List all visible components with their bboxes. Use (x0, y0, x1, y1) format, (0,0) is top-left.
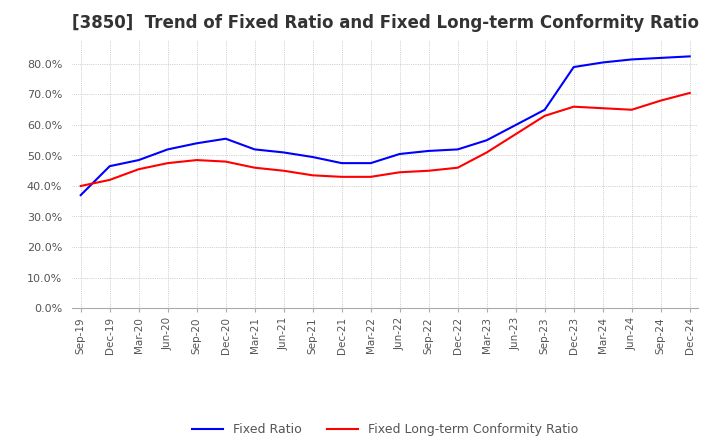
Fixed Ratio (192, 141, 201, 146)
Fixed Ratio (163, 147, 172, 152)
Fixed Long-term Conformity Ratio (135, 167, 143, 172)
Fixed Long-term Conformity Ratio (279, 168, 288, 173)
Title: [3850]  Trend of Fixed Ratio and Fixed Long-term Conformity Ratio: [3850] Trend of Fixed Ratio and Fixed Lo… (72, 15, 698, 33)
Fixed Long-term Conformity Ratio (366, 174, 375, 180)
Fixed Long-term Conformity Ratio (424, 168, 433, 173)
Fixed Long-term Conformity Ratio (105, 177, 114, 183)
Fixed Ratio (338, 161, 346, 166)
Fixed Ratio (657, 55, 665, 61)
Fixed Ratio (279, 150, 288, 155)
Fixed Ratio (685, 54, 694, 59)
Fixed Long-term Conformity Ratio (454, 165, 462, 170)
Fixed Long-term Conformity Ratio (76, 183, 85, 189)
Fixed Ratio (395, 151, 404, 157)
Fixed Long-term Conformity Ratio (482, 150, 491, 155)
Fixed Long-term Conformity Ratio (570, 104, 578, 109)
Fixed Long-term Conformity Ratio (308, 172, 317, 178)
Fixed Long-term Conformity Ratio (251, 165, 259, 170)
Fixed Ratio (627, 57, 636, 62)
Fixed Long-term Conformity Ratio (598, 106, 607, 111)
Fixed Ratio (598, 60, 607, 65)
Line: Fixed Long-term Conformity Ratio: Fixed Long-term Conformity Ratio (81, 93, 690, 186)
Fixed Ratio (251, 147, 259, 152)
Fixed Long-term Conformity Ratio (541, 113, 549, 118)
Fixed Ratio (308, 154, 317, 160)
Fixed Long-term Conformity Ratio (221, 159, 230, 164)
Fixed Long-term Conformity Ratio (395, 170, 404, 175)
Fixed Ratio (135, 158, 143, 163)
Fixed Ratio (105, 164, 114, 169)
Fixed Long-term Conformity Ratio (627, 107, 636, 112)
Fixed Long-term Conformity Ratio (657, 98, 665, 103)
Legend: Fixed Ratio, Fixed Long-term Conformity Ratio: Fixed Ratio, Fixed Long-term Conformity … (187, 418, 583, 440)
Fixed Long-term Conformity Ratio (511, 132, 520, 137)
Fixed Long-term Conformity Ratio (192, 158, 201, 163)
Fixed Ratio (76, 193, 85, 198)
Line: Fixed Ratio: Fixed Ratio (81, 56, 690, 195)
Fixed Ratio (570, 64, 578, 70)
Fixed Ratio (221, 136, 230, 141)
Fixed Ratio (541, 107, 549, 112)
Fixed Ratio (511, 122, 520, 128)
Fixed Ratio (424, 148, 433, 154)
Fixed Long-term Conformity Ratio (163, 161, 172, 166)
Fixed Long-term Conformity Ratio (338, 174, 346, 180)
Fixed Long-term Conformity Ratio (685, 90, 694, 95)
Fixed Ratio (454, 147, 462, 152)
Fixed Ratio (366, 161, 375, 166)
Fixed Ratio (482, 138, 491, 143)
